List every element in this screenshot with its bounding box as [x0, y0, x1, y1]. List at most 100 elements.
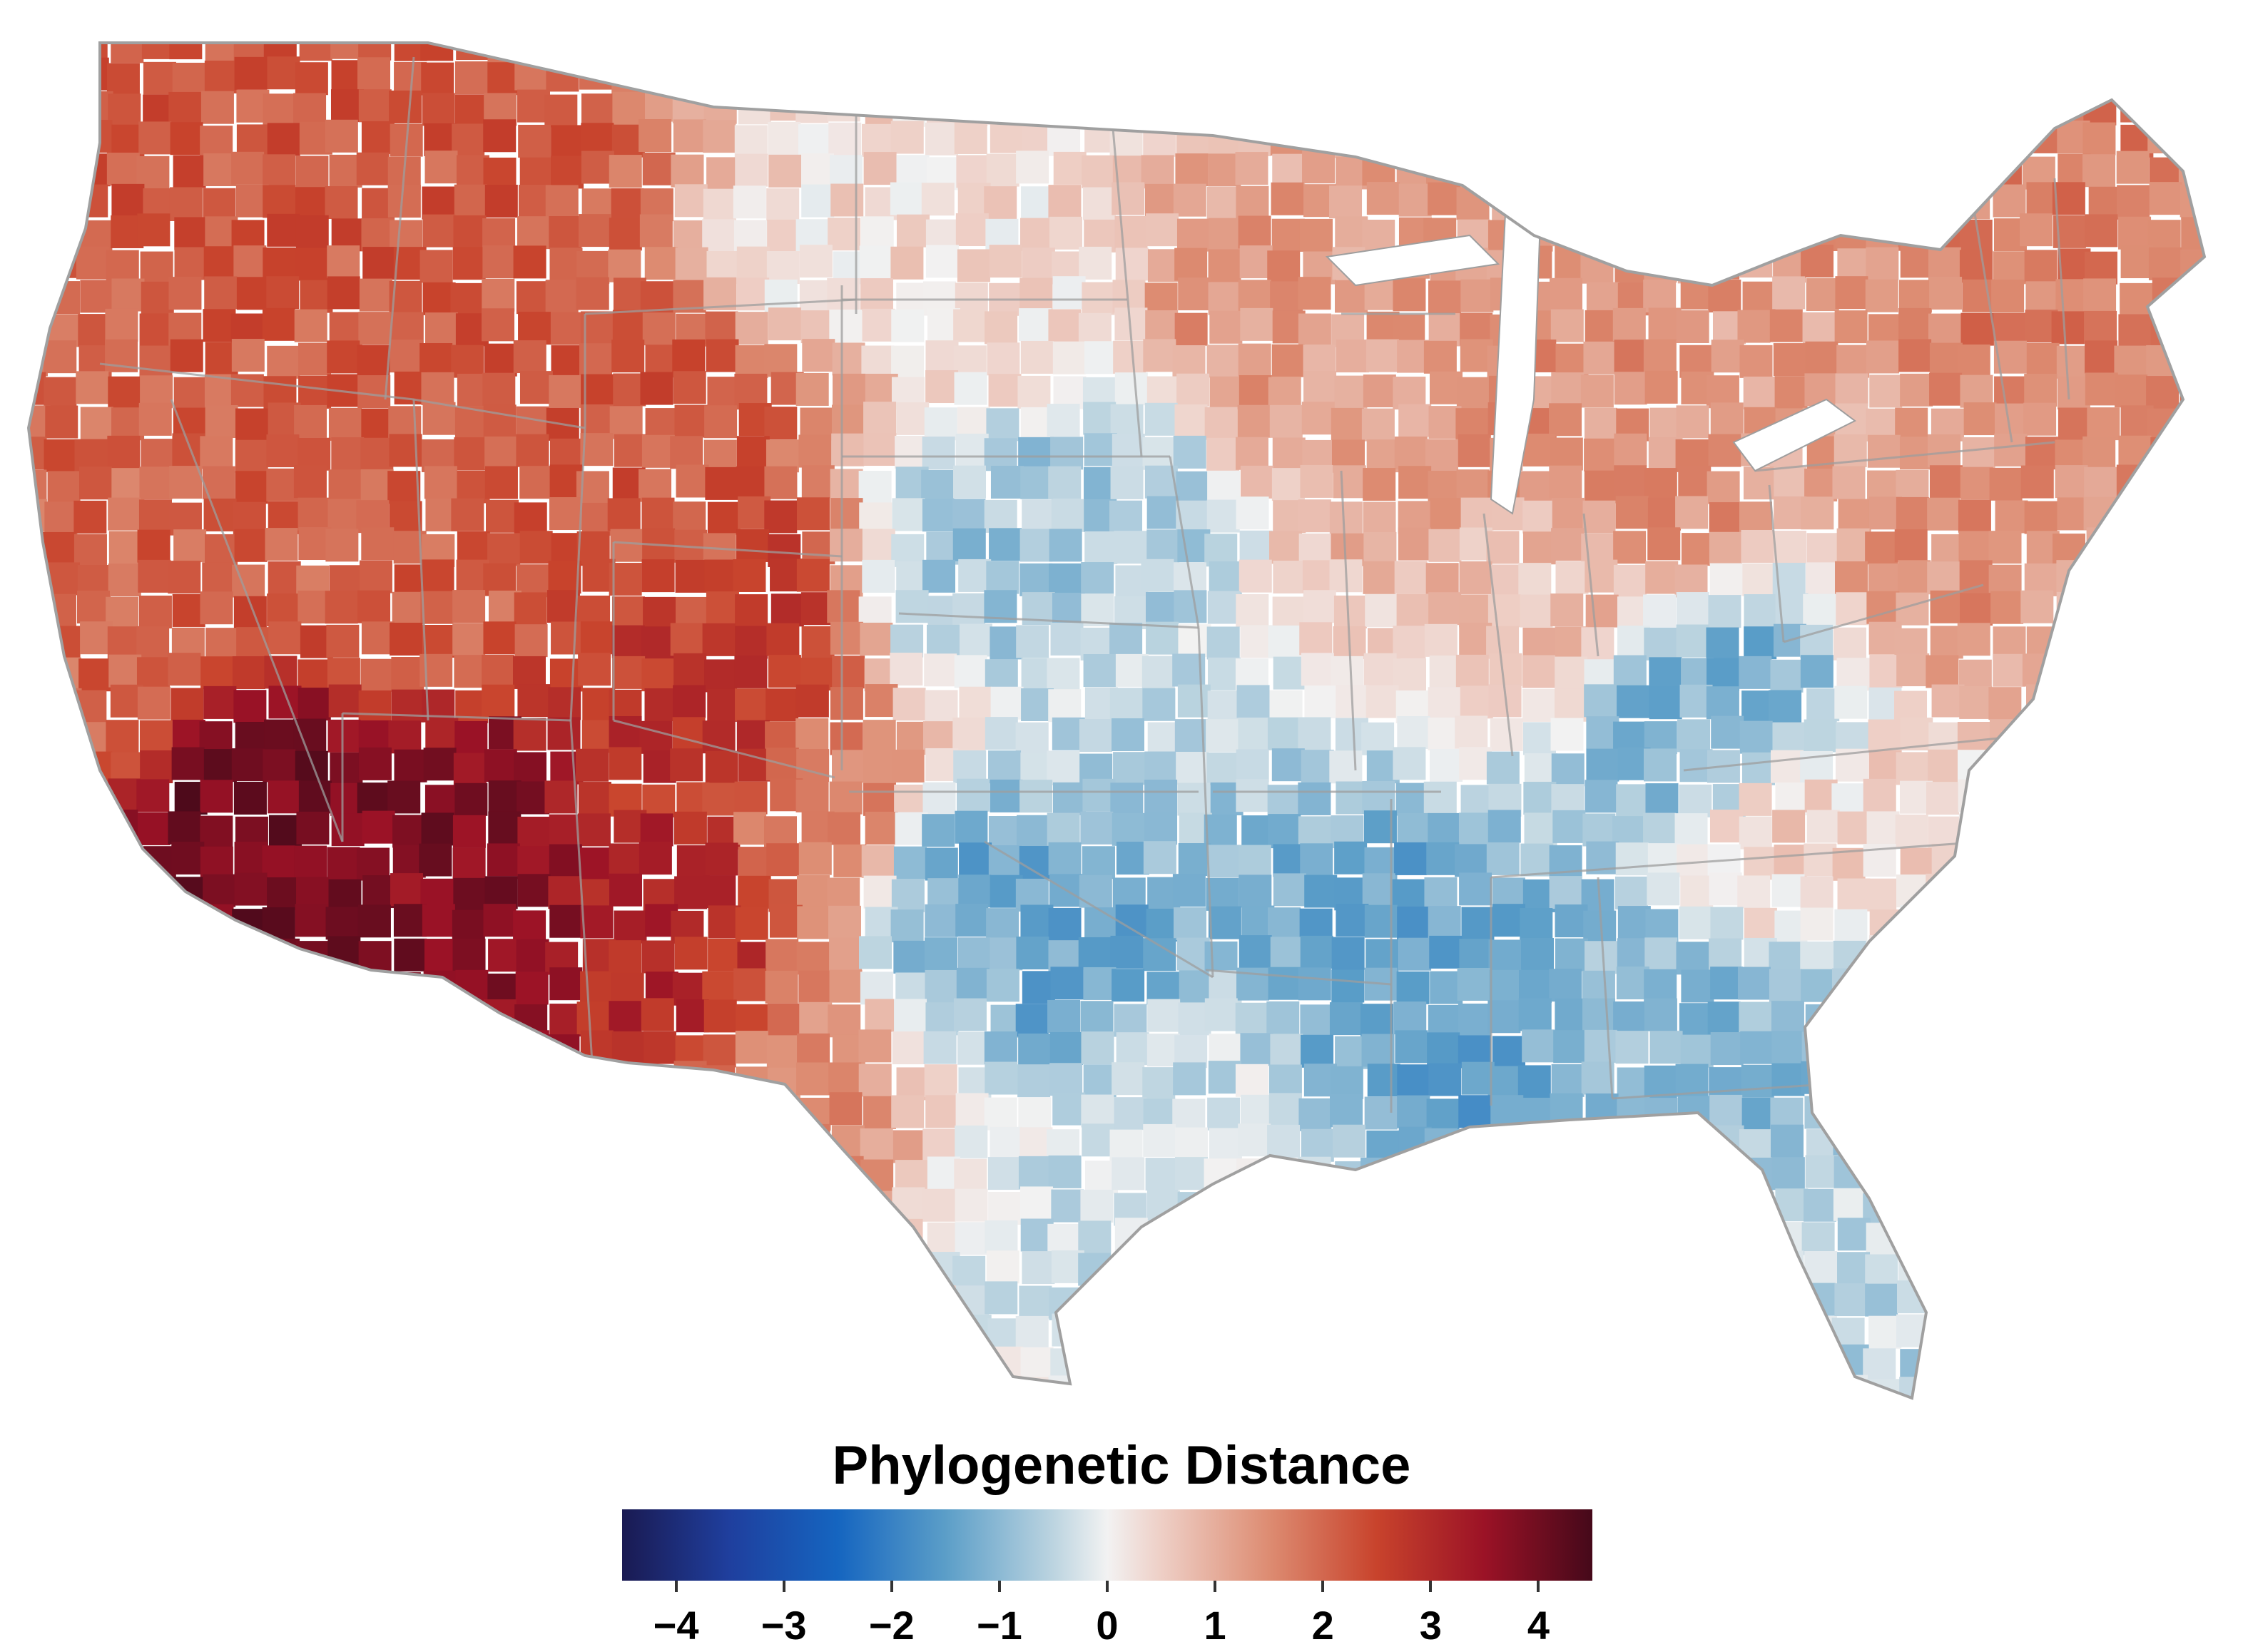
county-cell	[1896, 1160, 1929, 1193]
county-cell	[2058, 1098, 2091, 1132]
county-cell	[1268, 907, 1301, 941]
county-cell	[798, 434, 832, 468]
county-cell	[2214, 562, 2243, 595]
county-cell	[1835, 216, 1868, 250]
county-cell	[545, 1318, 579, 1352]
county-cell	[1993, 43, 2026, 60]
county-cell	[1362, 873, 1395, 907]
county-cell	[1898, 280, 1932, 313]
county-cell	[989, 245, 1022, 278]
county-cell	[1430, 498, 1463, 531]
county-cell	[828, 1062, 862, 1096]
county-cell	[578, 43, 611, 61]
county-cell	[734, 373, 768, 407]
county-cell	[1677, 250, 1711, 284]
county-cell	[642, 152, 676, 185]
county-cell	[1022, 499, 1055, 533]
county-cell	[519, 466, 553, 499]
county-cell	[484, 184, 518, 218]
county-cell	[1582, 88, 1616, 122]
county-cell	[2147, 1375, 2180, 1398]
county-cell	[1994, 93, 2028, 127]
county-cell	[1865, 58, 1898, 92]
county-cell	[2088, 1316, 2122, 1350]
county-cell	[136, 657, 170, 690]
county-cell	[2084, 972, 2117, 1005]
county-cell	[1272, 1412, 1305, 1419]
county-cell	[108, 497, 141, 531]
county-cell	[1836, 658, 1870, 691]
county-cell	[796, 749, 830, 782]
county-cell	[200, 591, 233, 625]
county-cell	[138, 559, 171, 593]
county-cell	[329, 998, 362, 1031]
county-cell	[2051, 810, 2085, 844]
county-cell	[639, 58, 672, 91]
county-cell	[1644, 627, 1677, 661]
county-cell	[1363, 1255, 1396, 1289]
county-cell	[200, 1377, 234, 1398]
county-cell	[108, 654, 142, 688]
county-cell	[1962, 437, 1995, 470]
county-cell	[927, 61, 961, 94]
county-cell	[2115, 374, 2148, 408]
county-cell	[49, 907, 82, 941]
county-cell	[2209, 500, 2242, 533]
county-cell	[1019, 529, 1053, 562]
county-cell	[1831, 1034, 1865, 1067]
county-cell	[802, 531, 835, 565]
county-cell	[424, 466, 457, 499]
county-cell	[1991, 1096, 2025, 1129]
county-cell	[827, 1220, 860, 1254]
county-cell	[1895, 814, 1928, 847]
county-cell	[640, 813, 673, 847]
county-cell	[199, 1061, 233, 1095]
county-cell	[1957, 623, 1990, 656]
county-cell	[234, 872, 268, 906]
county-cell	[670, 1350, 703, 1383]
county-cell	[2057, 1129, 2090, 1163]
county-cell	[862, 529, 895, 562]
county-cell	[766, 1378, 799, 1398]
county-cell	[513, 910, 546, 944]
county-cell	[1019, 846, 1052, 879]
county-cell	[266, 468, 300, 501]
county-cell	[1993, 251, 2026, 285]
county-cell	[1739, 1283, 1772, 1316]
county-cell	[576, 277, 609, 310]
county-cell	[1084, 907, 1118, 941]
county-cell	[1329, 1002, 1363, 1036]
county-cell	[827, 590, 860, 623]
county-cell	[1146, 972, 1180, 1005]
county-cell	[2182, 531, 2204, 565]
county-cell	[108, 970, 141, 1004]
county-cell	[641, 940, 675, 974]
county-cell	[1993, 1130, 2026, 1163]
county-cell	[1174, 907, 1207, 941]
county-cell	[1614, 1411, 1647, 1419]
county-cell	[1929, 465, 1963, 499]
county-cell	[1178, 277, 1211, 311]
county-cell	[2150, 999, 2183, 1032]
county-cell	[231, 1285, 265, 1319]
county-cell	[513, 245, 546, 279]
county-cell	[453, 215, 487, 248]
county-cell	[331, 813, 365, 847]
county-cell	[1585, 941, 1618, 974]
county-cell	[2082, 780, 2116, 813]
county-cell	[766, 939, 799, 972]
county-cell	[1112, 812, 1145, 846]
county-cell	[1926, 655, 1959, 688]
county-cell	[232, 656, 265, 690]
county-cell	[2085, 720, 2119, 753]
county-cell	[76, 371, 109, 404]
county-cell	[614, 43, 647, 61]
county-cell	[1518, 1345, 1552, 1378]
county-cell	[1239, 530, 1273, 564]
county-cell	[327, 1252, 360, 1285]
county-cell	[701, 1220, 735, 1254]
county-cell	[1896, 43, 1929, 63]
county-cell	[1080, 1001, 1114, 1034]
county-cell	[1680, 1282, 1714, 1315]
county-cell	[230, 999, 264, 1033]
